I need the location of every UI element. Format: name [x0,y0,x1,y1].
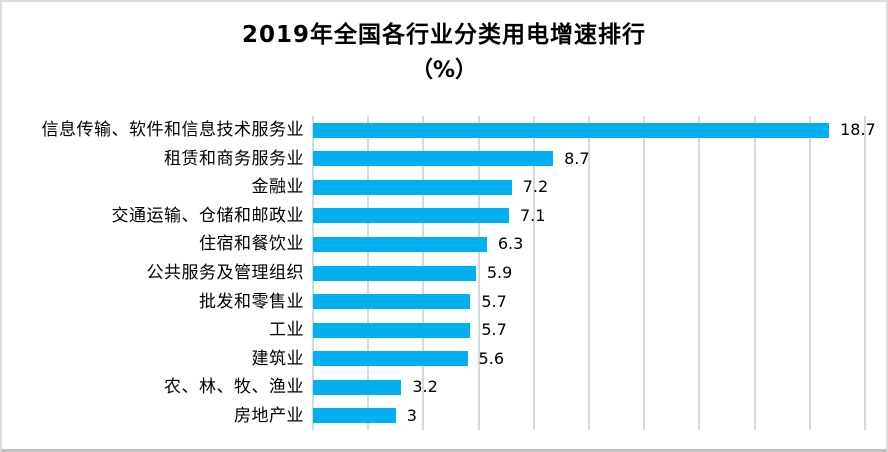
category-label-4: 住宿和餐饮业 [199,234,304,255]
category-label-9: 农、林、牧、渔业 [164,377,304,398]
plot-area: 18.7 8.7 7.2 7.1 6.3 5.9 5.7 5.7 5.6 3.2 3 [312,116,876,430]
value-label-9: 3.2 [412,377,438,397]
bar-2 [313,179,512,195]
bar-9 [313,379,402,395]
category-label-2: 金融业 [251,177,304,198]
value-label-6: 5.7 [481,291,507,311]
gridline [588,116,590,430]
category-label-1: 租赁和商务服务业 [164,148,304,169]
bar-5 [313,265,476,281]
category-axis: 信息传输、软件和信息技术服务业租赁和商务服务业金融业交通运输、仓储和邮政业住宿和… [2,116,308,430]
category-label-6: 批发和零售业 [199,291,304,312]
category-label-0: 信息传输、软件和信息技术服务业 [41,120,304,141]
bar-0 [313,122,830,138]
chart-title-line1: 2019年全国各行业分类用电增速排行 [241,22,646,48]
gridline [532,116,535,430]
category-label-7: 工业 [269,320,304,341]
category-label-3: 交通运输、仓储和邮政业 [111,205,304,226]
bar-3 [313,208,509,224]
chart-title: 2019年全国各行业分类用电增速排行 （%） [2,18,886,88]
gridline [477,116,480,430]
value-label-3: 7.1 [519,205,546,225]
bar-7 [313,322,471,338]
category-label-5: 公共服务及管理组织 [146,263,304,283]
bar-10 [313,408,396,424]
gridline [698,116,701,430]
bar-1 [313,151,554,167]
category-label-8: 建筑业 [251,348,304,369]
chart-title-unit: （%） [410,57,478,83]
gridline [808,116,811,430]
category-label-10: 房地产业 [234,405,304,426]
value-label-5: 5.9 [486,263,513,282]
value-label-8: 5.6 [478,348,504,368]
value-label-10: 3 [406,405,417,425]
gridline [643,116,646,430]
bar-4 [313,236,487,252]
gridline [864,116,866,430]
value-label-4: 6.3 [497,234,524,254]
value-label-2: 7.2 [522,177,549,197]
value-label-7: 5.7 [481,320,507,340]
value-label-0: 18.7 [840,120,876,140]
gridline [753,116,756,430]
bar-6 [313,294,471,310]
value-label-1: 8.7 [564,148,590,168]
bar-8 [313,351,468,367]
